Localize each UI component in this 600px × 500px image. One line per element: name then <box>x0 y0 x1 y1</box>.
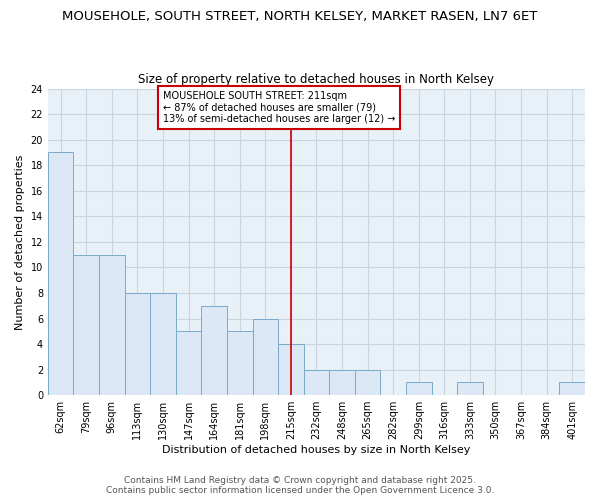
X-axis label: Distribution of detached houses by size in North Kelsey: Distribution of detached houses by size … <box>162 445 470 455</box>
Bar <box>278 344 304 395</box>
Bar <box>559 382 585 395</box>
Y-axis label: Number of detached properties: Number of detached properties <box>15 154 25 330</box>
Bar <box>406 382 431 395</box>
Title: Size of property relative to detached houses in North Kelsey: Size of property relative to detached ho… <box>139 73 494 86</box>
Bar <box>176 332 202 395</box>
Bar <box>253 318 278 395</box>
Bar <box>73 254 99 395</box>
Bar <box>125 293 150 395</box>
Bar <box>329 370 355 395</box>
Text: MOUSEHOLE, SOUTH STREET, NORTH KELSEY, MARKET RASEN, LN7 6ET: MOUSEHOLE, SOUTH STREET, NORTH KELSEY, M… <box>62 10 538 23</box>
Bar <box>48 152 73 395</box>
Text: MOUSEHOLE SOUTH STREET: 211sqm
← 87% of detached houses are smaller (79)
13% of : MOUSEHOLE SOUTH STREET: 211sqm ← 87% of … <box>163 91 395 124</box>
Bar <box>99 254 125 395</box>
Bar <box>355 370 380 395</box>
Bar <box>227 332 253 395</box>
Bar <box>150 293 176 395</box>
Text: Contains HM Land Registry data © Crown copyright and database right 2025.
Contai: Contains HM Land Registry data © Crown c… <box>106 476 494 495</box>
Bar <box>304 370 329 395</box>
Bar <box>202 306 227 395</box>
Bar <box>457 382 482 395</box>
